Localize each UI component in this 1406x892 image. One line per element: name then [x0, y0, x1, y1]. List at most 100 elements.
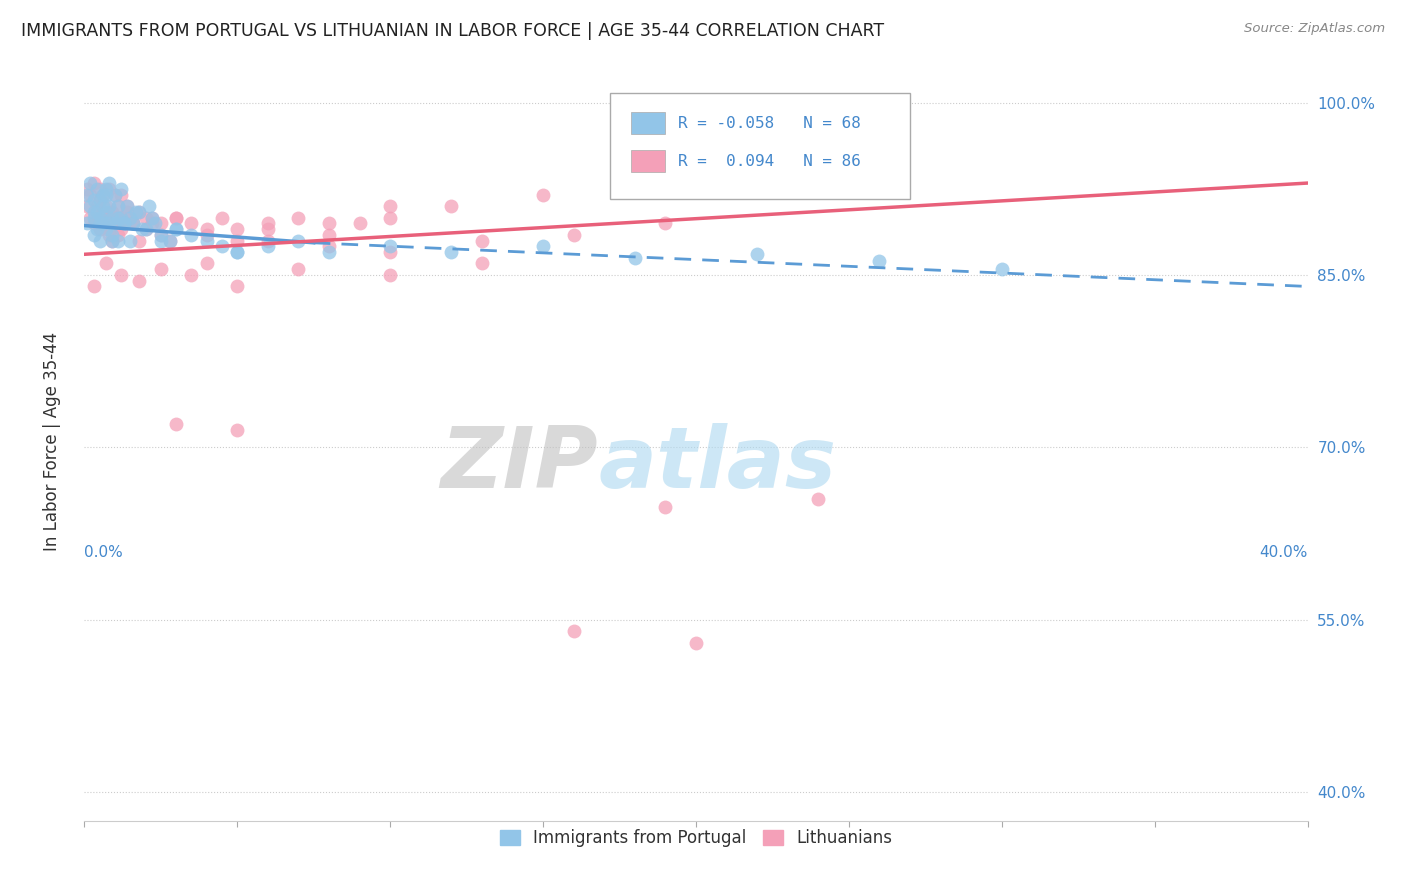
Point — [287, 262, 309, 277]
Point — [83, 279, 105, 293]
Point — [76, 182, 98, 196]
Point — [94, 222, 117, 236]
Y-axis label: In Labor Force | Age 35-44: In Labor Force | Age 35-44 — [42, 332, 60, 551]
Point — [101, 204, 124, 219]
Point — [257, 222, 280, 236]
Point — [89, 211, 111, 225]
Point — [211, 211, 233, 225]
Point — [94, 187, 117, 202]
Point — [131, 222, 153, 236]
Point — [110, 222, 132, 236]
Point — [97, 216, 120, 230]
Point — [91, 204, 114, 219]
Point — [94, 182, 117, 196]
Point — [107, 211, 129, 225]
Point — [79, 199, 101, 213]
Point — [159, 234, 181, 248]
Point — [101, 234, 124, 248]
Point — [141, 216, 163, 230]
Point — [349, 216, 371, 230]
Point — [89, 222, 111, 236]
Point — [149, 216, 172, 230]
Point — [89, 234, 111, 248]
Point — [143, 216, 166, 230]
Point — [104, 216, 127, 230]
Point — [107, 199, 129, 213]
Point — [122, 216, 145, 230]
Point — [195, 256, 218, 270]
Point — [380, 199, 402, 213]
FancyBboxPatch shape — [631, 151, 665, 171]
Point — [165, 211, 187, 225]
Point — [89, 194, 111, 208]
Point — [195, 222, 218, 236]
Point — [141, 211, 163, 225]
Point — [110, 268, 132, 282]
Point — [101, 227, 124, 242]
Point — [149, 234, 172, 248]
Point — [83, 227, 105, 242]
Point — [138, 199, 160, 213]
Point — [91, 187, 114, 202]
Point — [380, 211, 402, 225]
Point — [125, 204, 148, 219]
Point — [86, 222, 108, 236]
Text: atlas: atlas — [598, 423, 837, 506]
Point — [83, 176, 105, 190]
Point — [104, 211, 127, 225]
Point — [110, 182, 132, 196]
Point — [685, 635, 707, 649]
Point — [91, 199, 114, 213]
Point — [135, 222, 157, 236]
FancyBboxPatch shape — [610, 93, 910, 199]
Point — [531, 187, 554, 202]
Point — [165, 211, 187, 225]
Point — [318, 244, 340, 259]
Point — [380, 244, 402, 259]
Point — [112, 216, 135, 230]
Point — [128, 204, 150, 219]
Point — [83, 216, 105, 230]
Point — [89, 194, 111, 208]
Point — [287, 234, 309, 248]
Point — [91, 187, 114, 202]
Point — [115, 204, 138, 219]
Text: ZIP: ZIP — [440, 423, 598, 506]
Point — [128, 274, 150, 288]
Point — [86, 204, 108, 219]
Point — [180, 216, 202, 230]
Point — [165, 417, 187, 432]
Text: 40.0%: 40.0% — [1260, 545, 1308, 560]
Point — [83, 211, 105, 225]
Point — [471, 256, 494, 270]
Point — [180, 268, 202, 282]
Point — [107, 234, 129, 248]
Point — [104, 216, 127, 230]
Point — [120, 234, 142, 248]
Point — [97, 176, 120, 190]
Point — [380, 268, 402, 282]
Point — [159, 234, 181, 248]
Point — [79, 187, 101, 202]
Point — [165, 222, 187, 236]
Point — [180, 227, 202, 242]
Point — [226, 244, 249, 259]
Point — [128, 234, 150, 248]
Point — [122, 216, 145, 230]
FancyBboxPatch shape — [631, 112, 665, 134]
Point — [226, 234, 249, 248]
Text: R = -0.058   N = 68: R = -0.058 N = 68 — [678, 116, 860, 130]
Point — [149, 262, 172, 277]
Point — [120, 211, 142, 225]
Point — [380, 239, 402, 253]
Point — [112, 216, 135, 230]
Point — [101, 234, 124, 248]
Point — [165, 222, 187, 236]
Point — [869, 254, 891, 268]
Point — [83, 204, 105, 219]
Point — [86, 182, 108, 196]
Point — [107, 227, 129, 242]
Point — [211, 239, 233, 253]
Point — [94, 256, 117, 270]
Point — [76, 187, 98, 202]
